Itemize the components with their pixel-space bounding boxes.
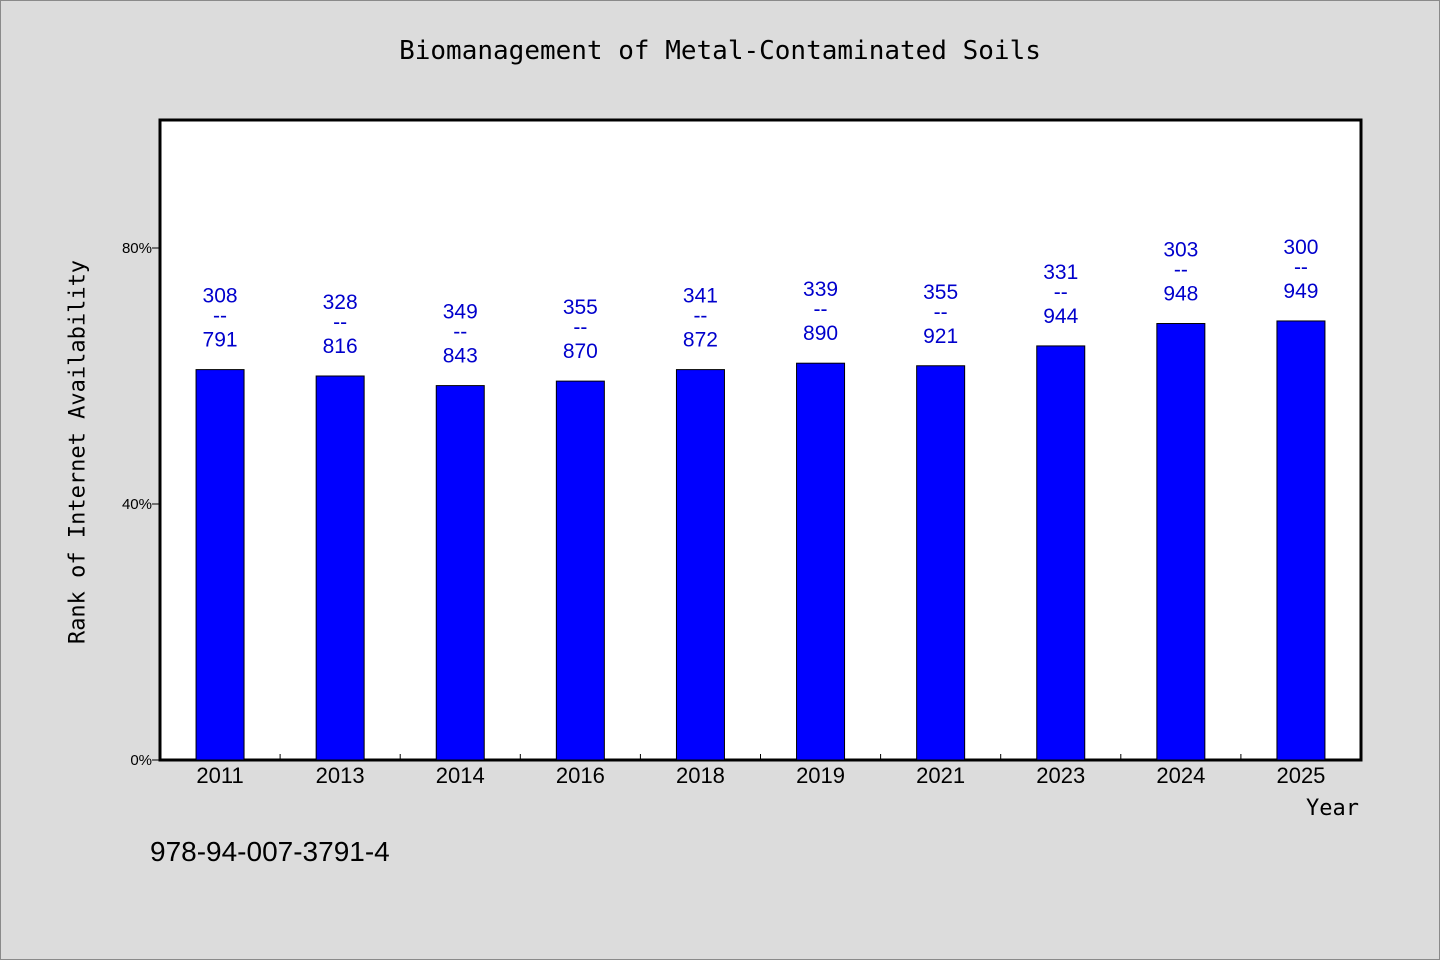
x-tick-label: 2024 — [1156, 763, 1205, 788]
isbn-text: 978-94-007-3791-4 — [150, 836, 390, 867]
chart-title: Biomanagement of Metal-Contaminated Soil… — [399, 36, 1041, 66]
x-tick-label: 2023 — [1036, 763, 1085, 788]
data-label-bottom: 921 — [923, 325, 958, 348]
data-label-bottom: 843 — [443, 345, 478, 368]
data-label-separator: -- — [1294, 256, 1308, 279]
bar — [435, 385, 485, 761]
y-axis-label: Rank of Internet Availability — [65, 259, 91, 645]
data-label-bottom: 949 — [1283, 280, 1318, 303]
x-tick-label: 2014 — [436, 763, 485, 788]
data-label-top: 349 — [443, 301, 478, 324]
bar — [1156, 323, 1206, 761]
x-tick-label: 2013 — [316, 763, 365, 788]
data-label-separator: -- — [333, 311, 347, 334]
x-tick-label: 2019 — [796, 763, 845, 788]
data-label-bottom: 890 — [803, 322, 838, 345]
data-label-top: 300 — [1283, 236, 1318, 259]
data-label-bottom: 870 — [563, 340, 598, 363]
bar — [315, 375, 365, 761]
data-label-separator: -- — [213, 305, 227, 328]
bar — [916, 365, 966, 761]
x-tick-label: 2025 — [1276, 763, 1325, 788]
data-label-separator: -- — [693, 305, 707, 328]
x-tick-label: 2011 — [196, 763, 243, 788]
bar — [1276, 320, 1326, 761]
bar — [675, 369, 725, 761]
data-label-top: 303 — [1163, 239, 1198, 262]
x-tick-label: 2018 — [676, 763, 725, 788]
bar — [195, 369, 245, 761]
data-label-top: 341 — [683, 285, 718, 308]
y-tick-label: 0% — [130, 752, 152, 769]
y-tick-label: 40% — [122, 496, 152, 513]
data-label-top: 328 — [323, 291, 358, 314]
data-label-bottom: 944 — [1043, 305, 1078, 328]
y-axis: 0% 40% 80% — [122, 240, 160, 769]
x-axis: 2011 2013 2014 2016 2018 2019 2021 2023 2024 2025 — [196, 754, 1325, 788]
bar-series — [195, 320, 1326, 761]
data-label-separator: -- — [1174, 259, 1188, 282]
data-label-separator: -- — [814, 298, 828, 321]
data-labels: 308--791328--816349--843355--870341--872… — [203, 236, 1319, 368]
data-label-top: 308 — [203, 285, 238, 308]
data-label-top: 331 — [1043, 261, 1078, 284]
data-label-separator: -- — [573, 316, 587, 339]
x-tick-label: 2021 — [916, 763, 965, 788]
data-label-top: 355 — [923, 281, 958, 304]
y-tick-label: 80% — [122, 240, 152, 257]
data-label-top: 355 — [563, 296, 598, 319]
data-label-separator: -- — [1054, 281, 1068, 304]
data-label-separator: -- — [934, 301, 948, 324]
bar — [555, 380, 605, 761]
data-label-bottom: 791 — [203, 329, 238, 352]
x-axis-label: Year — [1306, 796, 1359, 821]
data-label-top: 339 — [803, 278, 838, 301]
bar — [796, 362, 846, 761]
data-label-separator: -- — [453, 321, 467, 344]
data-label-bottom: 872 — [683, 329, 718, 352]
data-label-bottom: 816 — [323, 335, 358, 358]
data-label-bottom: 948 — [1163, 283, 1198, 306]
x-tick-label: 2016 — [556, 763, 605, 788]
bar — [1036, 345, 1086, 761]
